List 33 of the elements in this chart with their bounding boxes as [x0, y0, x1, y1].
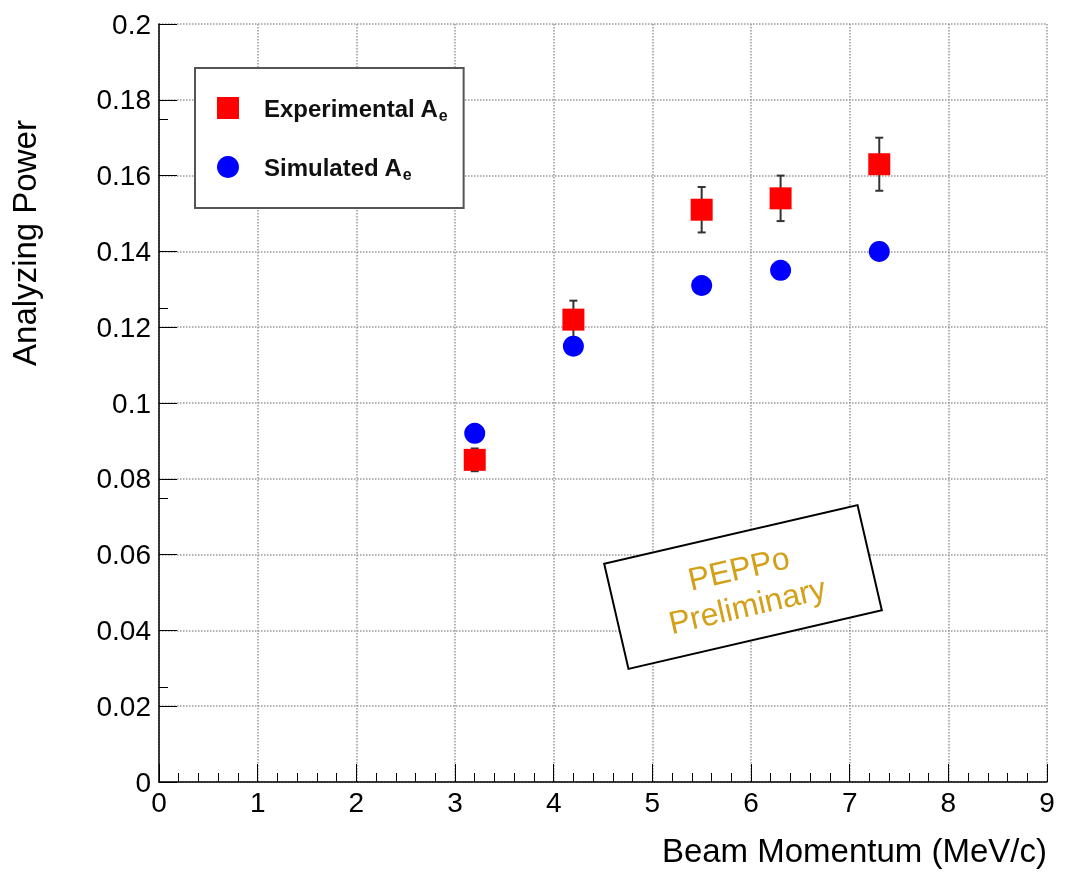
x-tick-label: 7 — [841, 786, 858, 818]
point — [770, 259, 792, 281]
point — [769, 187, 792, 210]
y-tick-label: 0.04 — [96, 614, 151, 646]
y-tick-label: 0.02 — [96, 690, 151, 722]
point — [562, 335, 584, 357]
y-tick-label: 0.06 — [96, 539, 151, 571]
x-tick-label: 6 — [743, 786, 759, 818]
x-axis-title: Beam Momentum (MeV/c) — [661, 832, 1047, 869]
point — [690, 198, 713, 221]
point — [562, 308, 585, 331]
x-tick-label: 8 — [940, 786, 957, 818]
y-tick-label: 0.1 — [112, 387, 151, 419]
y-tick-label: 0.14 — [96, 235, 151, 267]
point — [691, 275, 713, 296]
x-tick-label: 9 — [1039, 786, 1055, 818]
y-tick-label: 0.16 — [96, 160, 151, 192]
point — [464, 422, 486, 444]
y-axis-title: Analyzing Power — [6, 120, 43, 366]
y-tick-label: 0.18 — [96, 84, 151, 116]
y-tick-label: 0.08 — [96, 463, 151, 495]
point — [463, 448, 486, 471]
y-tick-label: 0 — [135, 766, 151, 798]
x-tick-label: 3 — [447, 786, 463, 818]
y-tick-label: 0.12 — [96, 311, 151, 343]
x-tick-label: 5 — [644, 786, 661, 818]
point — [868, 153, 891, 176]
x-tick-label: 4 — [545, 786, 562, 818]
x-tick-label: 1 — [249, 786, 266, 818]
y-tick-label: 0.2 — [112, 8, 151, 40]
label-frame: PEPPo Preliminary — [603, 503, 883, 671]
x-tick-label: 2 — [348, 786, 365, 818]
point — [868, 240, 890, 262]
